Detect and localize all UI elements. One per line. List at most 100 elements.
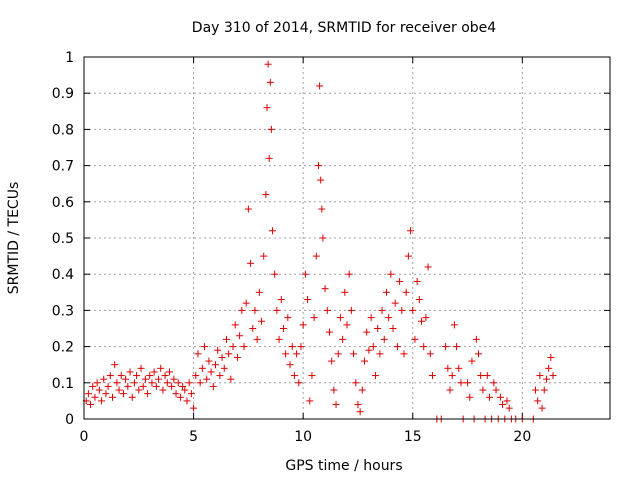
data-point — [444, 364, 452, 372]
data-point — [157, 364, 165, 372]
x-tick-label: 0 — [80, 429, 89, 445]
y-tick-label: 0.7 — [52, 159, 74, 175]
data-point — [490, 379, 498, 387]
data-point — [352, 379, 360, 387]
data-point — [128, 393, 136, 401]
x-axis-label: GPS time / hours — [285, 458, 402, 474]
data-point — [426, 350, 434, 358]
data-point — [409, 306, 417, 314]
y-tick-label: 0.2 — [52, 340, 74, 356]
data-point — [363, 328, 371, 336]
data-point — [453, 343, 461, 351]
x-tick-label: 10 — [294, 429, 312, 445]
data-point — [538, 404, 546, 412]
data-point — [263, 104, 271, 112]
data-point — [137, 364, 145, 372]
data-point — [253, 335, 261, 343]
data-point — [135, 386, 143, 394]
data-point — [111, 361, 119, 369]
y-tick-label: 0.1 — [52, 376, 74, 392]
data-point — [89, 382, 97, 390]
data-point — [93, 379, 101, 387]
data-point — [170, 375, 178, 383]
data-point — [84, 390, 92, 398]
data-point — [361, 357, 369, 365]
data-point — [187, 390, 195, 398]
data-point — [130, 379, 138, 387]
data-point — [389, 325, 397, 332]
data-point — [356, 408, 364, 416]
data-point — [468, 357, 476, 365]
data-point — [126, 368, 134, 376]
data-point — [542, 375, 550, 383]
data-point — [100, 375, 108, 383]
y-tick-label: 0.4 — [52, 267, 74, 283]
y-tick-label: 0.3 — [52, 303, 74, 319]
data-point — [391, 299, 399, 307]
data-point — [190, 404, 198, 412]
data-point — [448, 372, 456, 380]
data-point — [102, 390, 110, 398]
data-point — [286, 361, 294, 369]
axis-ticks: 00.10.20.30.40.50.60.70.80.910 5 10 15 20 — [52, 50, 610, 445]
data-point — [91, 393, 99, 401]
data-point — [242, 299, 250, 307]
data-point — [205, 357, 213, 365]
data-point — [198, 364, 206, 372]
data-point — [264, 60, 272, 68]
data-point — [207, 368, 215, 376]
data-point — [233, 353, 241, 361]
data-point — [275, 335, 283, 343]
data-point — [321, 285, 329, 293]
data-point — [479, 386, 487, 394]
data-point — [466, 393, 474, 401]
data-point — [148, 379, 156, 387]
data-point — [218, 353, 226, 361]
data-point — [301, 270, 309, 278]
data-point — [404, 252, 412, 260]
data-point — [376, 350, 384, 358]
data-point — [146, 372, 154, 380]
data-point — [222, 335, 230, 343]
data-point — [457, 379, 465, 387]
data-point — [545, 364, 553, 372]
x-tick-label: 15 — [404, 429, 422, 445]
data-point — [267, 125, 275, 133]
y-tick-label: 0.8 — [52, 122, 74, 138]
y-tick-label: 0.6 — [52, 195, 74, 211]
data-point — [387, 270, 395, 278]
data-point — [317, 176, 325, 184]
data-point — [369, 343, 377, 351]
data-point — [255, 288, 263, 296]
data-point — [113, 379, 121, 387]
data-point — [483, 372, 491, 380]
data-point — [358, 386, 366, 394]
data-point — [402, 288, 410, 296]
data-point — [354, 401, 362, 409]
data-point — [341, 288, 349, 296]
data-point — [418, 317, 426, 325]
data-point — [181, 386, 189, 394]
data-point — [450, 321, 458, 329]
data-point — [455, 364, 463, 372]
data-point — [540, 386, 548, 394]
data-point — [161, 372, 169, 380]
data-point — [393, 343, 401, 351]
data-point — [547, 353, 555, 361]
data-point — [179, 382, 187, 390]
data-point — [424, 263, 432, 271]
data-point — [214, 346, 222, 354]
x-tick-label: 20 — [513, 429, 531, 445]
data-point — [163, 379, 171, 387]
data-point — [290, 372, 298, 380]
data-point — [380, 335, 388, 343]
data-point — [262, 191, 270, 199]
data-point — [183, 397, 191, 405]
data-point — [98, 397, 106, 405]
y-tick-label: 0.9 — [52, 86, 74, 102]
data-point — [367, 314, 375, 322]
data-point — [492, 386, 500, 394]
data-point — [318, 205, 326, 213]
y-axis-label: SRMTID / TECUs — [6, 182, 22, 295]
